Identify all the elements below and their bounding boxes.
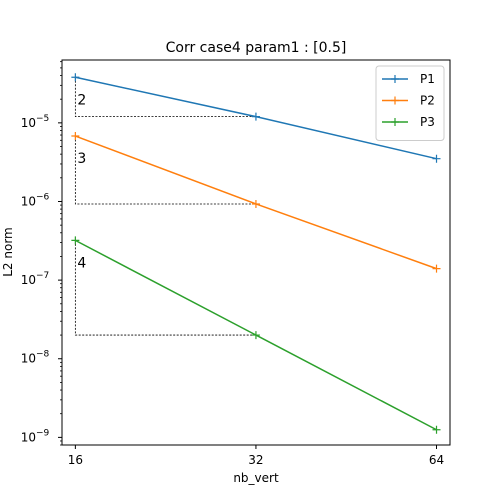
plot-area: 2 3 4 [71, 73, 441, 434]
legend-marker-p3 [391, 118, 399, 126]
slope-label-2: 2 [77, 92, 86, 108]
data-point-p1-1 [251, 112, 260, 121]
y-axis-title: L2 norm [1, 227, 15, 277]
y-tick-base: 10 [21, 194, 36, 208]
legend: P1 P2 P3 [375, 65, 445, 141]
y-tick-base: 10 [21, 352, 36, 366]
data-point-p2-0 [71, 132, 80, 141]
slope-label-4: 4 [77, 255, 86, 271]
data-point-p3-1 [251, 331, 260, 340]
y-tick-label: 10 [21, 194, 36, 208]
data-point-p2-2 [432, 264, 441, 273]
legend-label-p3: P3 [420, 115, 435, 129]
x-tick-label: 32 [248, 453, 263, 467]
y-tick-base: 10 [21, 273, 36, 287]
y-tick-label: 10 [21, 430, 36, 444]
data-point-p1-2 [432, 154, 441, 163]
legend-marker-p2 [391, 96, 399, 105]
y-tick-exponent: −7 [36, 271, 49, 281]
x-tick-label: 16 [68, 453, 83, 467]
legend-label-p2: P2 [420, 94, 435, 108]
data-point-p1-0 [71, 73, 80, 82]
y-tick-exponent: −5 [36, 114, 49, 124]
y-tick-label: 10 [21, 273, 36, 287]
y-tick-exponent: −6 [36, 192, 50, 202]
legend-marker-p1 [391, 75, 399, 83]
y-tick-label: 10 [21, 116, 36, 130]
y-tick-base: 10 [21, 116, 36, 130]
x-axis: 16 32 64 [68, 445, 444, 467]
legend-label-p1: P1 [420, 72, 435, 86]
x-axis-title: nb_vert [233, 471, 279, 485]
y-tick-exponent: −9 [36, 428, 50, 438]
slope-label-3: 3 [77, 151, 86, 167]
y-axis: 10−910−810−710−610−5 [21, 61, 62, 446]
chart-title: Corr case4 param1 : [0.5] [166, 40, 347, 56]
data-point-p2-1 [251, 199, 260, 208]
slope-triangle-4 [74, 239, 257, 336]
y-tick-base: 10 [21, 430, 36, 444]
data-point-p3-2 [432, 425, 441, 434]
x-tick-label: 64 [429, 453, 444, 467]
y-tick-exponent: −8 [36, 350, 50, 360]
data-point-p3-0 [71, 236, 80, 245]
y-tick-label: 10 [21, 352, 36, 366]
